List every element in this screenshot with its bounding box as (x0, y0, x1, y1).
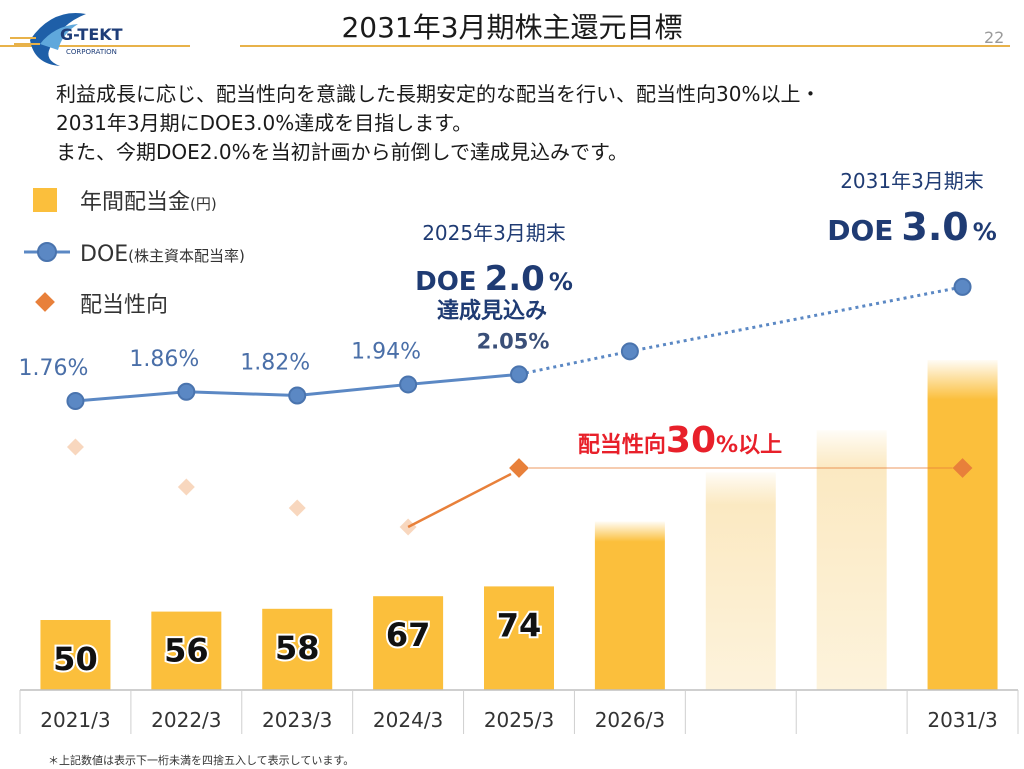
x-tick-label: 2025/3 (484, 708, 554, 732)
payout-layer (66, 438, 973, 536)
doe-point (66, 392, 85, 410)
legend-swatch-bar (33, 188, 57, 212)
payout-marker-faded (177, 478, 195, 496)
callout-payout-suffix: %以上 (716, 433, 782, 458)
doe-point (953, 277, 972, 296)
legend-unit-dividend: (円) (190, 195, 217, 213)
doe-projection-line (518, 285, 963, 376)
callout-fy2025-unit: % (549, 268, 573, 296)
doe-point (288, 386, 307, 405)
callout-payout-value: 30 (666, 420, 716, 461)
x-tick-label: 2023/3 (262, 708, 332, 732)
x-axis: 2021/3 2022/3 2023/3 2024/3 2025/3 2026/3 2031… (19, 689, 1019, 734)
x-tick-label: 2024/3 (373, 708, 443, 732)
svg-text:配当性向30%以上: 配当性向30%以上 (578, 420, 782, 461)
payout-marker-faded (66, 438, 84, 456)
logo-swoosh-icon (30, 13, 86, 66)
legend-label-payout: 配当性向 (80, 293, 168, 318)
dividend-data-label: 58 (275, 629, 320, 667)
x-tick-label: 2031/3 (927, 708, 997, 732)
logo-sub: CORPORATION (66, 48, 117, 56)
callout-fy2025-prefix: DOE (415, 267, 476, 297)
doe-point (510, 365, 528, 384)
doe-layer: 1.76% 1.86% 1.82% 1.94% 2.05% (18, 277, 972, 410)
bars-layer: 50 56 58 67 74 (40, 360, 998, 690)
doe-point (177, 382, 196, 401)
callout-fy2025-value: 2.0 (485, 259, 545, 299)
intro-line: 2031年3月期にDOE3.0%達成を目指します。 (56, 111, 473, 135)
x-tick-label: 2021/3 (40, 708, 110, 732)
callout-fy2025: 2025年3月期末 DOE 2.0% 達成見込み (415, 221, 573, 324)
callout-fy2031-unit: % (973, 218, 997, 246)
dividend-bar (594, 521, 665, 690)
dividend-bar (705, 472, 776, 690)
svg-text:DOE(株主資本配当率): DOE(株主資本配当率) (80, 242, 245, 267)
dividend-data-label: 56 (164, 632, 209, 670)
payout-marker (509, 458, 529, 478)
gtekt-logo: G-TEKT CORPORATION (10, 13, 123, 66)
doe-data-label: 2.05% (477, 329, 550, 353)
dividend-bar (927, 360, 998, 690)
payout-trend-line (407, 472, 512, 529)
doe-data-label: 1.86% (129, 347, 199, 372)
legend-label-dividend: 年間配当金 (80, 190, 190, 215)
legend-unit-doe: (株主資本配当率) (128, 247, 245, 265)
callout-fy2025-heading: 2025年3月期末 (422, 221, 566, 245)
svg-text:DOE3.0%: DOE 3.0% (827, 205, 997, 249)
dividend-data-label: 67 (386, 616, 431, 654)
dividend-bar (262, 608, 333, 690)
dividend-bar (816, 430, 887, 690)
dividend-data-label: 50 (53, 640, 98, 678)
intro-text: 利益成長に応じ、配当性向を意識した長期安定的な配当を行い、配当性向30%以上・ … (56, 80, 820, 167)
page-title: 2031年3月期株主還元目標 (341, 11, 683, 44)
callout-fy2025-sub: 達成見込み (437, 298, 547, 324)
legend-label-doe: DOE (80, 242, 128, 267)
svg-text:DOE2.0%: DOE 2.0% (415, 259, 573, 299)
dividend-bar (40, 620, 111, 690)
dividend-data-label: 74 (497, 606, 542, 644)
payout-marker-faded (288, 499, 306, 517)
dividend-bar (151, 611, 222, 690)
logo-name: G-TEKT (60, 25, 123, 44)
doe-data-label: 1.76% (18, 356, 88, 381)
x-tick-label: 2022/3 (151, 708, 221, 732)
callout-fy2031-prefix: DOE (827, 214, 893, 247)
legend-swatch-diamond (35, 292, 55, 312)
svg-text:年間配当金(円): 年間配当金(円) (80, 190, 217, 215)
callout-payout: 配当性向30%以上 (578, 420, 782, 461)
doe-data-label: 1.94% (351, 339, 421, 364)
callout-fy2031: 2031年3月期末 DOE 3.0% (827, 169, 997, 249)
doe-point (399, 375, 418, 394)
callout-fy2031-heading: 2031年3月期末 (840, 169, 984, 193)
doe-data-label: 1.82% (240, 350, 310, 375)
callout-payout-prefix: 配当性向 (578, 432, 666, 458)
dividend-bar (373, 596, 444, 690)
header-graphics: G-TEKT CORPORATION (0, 13, 1010, 66)
page-number: 22 (984, 28, 1005, 47)
intro-line: また、今期DOE2.0%を当初計画から前倒しで達成見込みです。 (56, 140, 628, 164)
intro-line: 利益成長に応じ、配当性向を意識した長期安定的な配当を行い、配当性向30%以上・ (56, 82, 821, 106)
legend-swatch-point (37, 242, 57, 262)
doe-point (620, 342, 639, 361)
footnote: ＊上記数値は表示下一桁未満を四捨五入して表示しています。 (48, 754, 355, 767)
dividend-bar (484, 586, 554, 690)
legend: 年間配当金(円) DOE(株主資本配当率) 配当性向 (24, 188, 245, 318)
x-tick-label: 2026/3 (595, 708, 665, 732)
payout-marker (952, 458, 973, 478)
callout-fy2031-value: 3.0 (901, 205, 968, 249)
